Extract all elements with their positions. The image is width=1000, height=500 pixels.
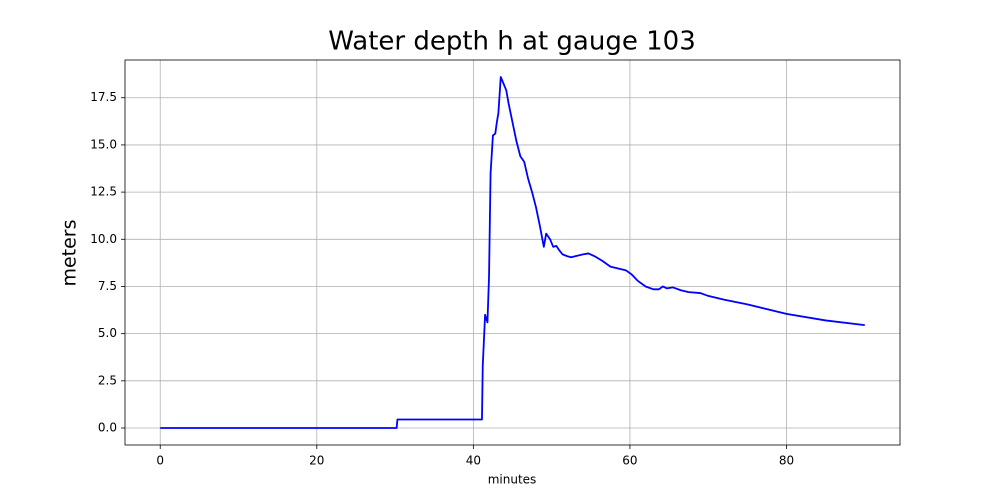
y-tick-label: 15.0 [90, 137, 117, 151]
y-axis-label: meters [59, 219, 81, 286]
chart-title: Water depth h at gauge 103 [328, 27, 696, 57]
x-tick-label: 80 [779, 454, 794, 468]
plot-frame [124, 59, 901, 446]
y-tick-label: 0.0 [98, 421, 117, 435]
y-tick-label: 12.5 [90, 185, 117, 199]
y-tick-label: 5.0 [98, 326, 117, 340]
x-tick-label: 60 [622, 454, 637, 468]
y-tick-label: 2.5 [98, 373, 117, 387]
x-axis-label: minutes [488, 473, 537, 487]
y-tick-label: 10.0 [90, 232, 117, 246]
x-tick-label: 0 [156, 454, 164, 468]
x-tick-label: 40 [466, 454, 481, 468]
data-line [160, 76, 865, 429]
y-tick-label: 17.5 [90, 90, 117, 104]
y-tick-label: 7.5 [98, 279, 117, 293]
x-tick-label: 20 [309, 454, 324, 468]
